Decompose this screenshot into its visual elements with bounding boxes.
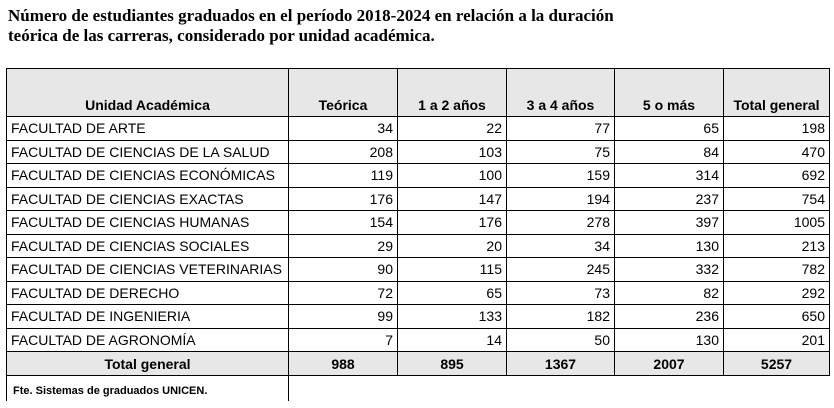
number-cell: 194: [506, 186, 615, 211]
total-cell: 2007: [614, 351, 724, 376]
number-cell: 397: [614, 210, 724, 235]
number-cell: 65: [614, 116, 724, 141]
number-cell: 332: [614, 257, 724, 282]
number-cell: 50: [506, 327, 615, 352]
number-cell: 7: [288, 327, 398, 352]
number-cell: 278: [506, 210, 615, 235]
unit-cell: FACULTAD DE CIENCIAS HUMANAS: [6, 210, 289, 235]
number-cell: 77: [506, 116, 615, 141]
number-cell: 130: [614, 327, 724, 352]
number-cell: 99: [288, 304, 398, 329]
number-cell: 213: [723, 233, 830, 258]
number-cell: 159: [506, 163, 615, 188]
number-cell: 147: [397, 186, 507, 211]
table-row: FACULTAD DE AGRONOMÍA 7 14 50 130 201: [6, 327, 830, 352]
table-row: FACULTAD DE DERECHO 72 65 73 82 292: [6, 280, 830, 305]
source-note: Fte. Sistemas de graduados UNICEN.: [6, 374, 289, 401]
unit-cell: FACULTAD DE CIENCIAS EXACTAS: [6, 186, 289, 211]
number-cell: 1005: [723, 210, 830, 235]
number-cell: 82: [614, 280, 724, 305]
number-cell: 72: [288, 280, 398, 305]
table-row: FACULTAD DE CIENCIAS VETERINARIAS 90 115 24…: [6, 257, 830, 282]
table: Unidad Académica Teórica 1 a 2 años 3 a 4 a…: [6, 68, 830, 376]
unit-cell: FACULTAD DE CIENCIAS VETERINARIAS: [6, 257, 289, 282]
number-cell: 176: [288, 186, 398, 211]
number-cell: 100: [397, 163, 507, 188]
number-cell: 130: [614, 233, 724, 258]
number-cell: 29: [288, 233, 398, 258]
unit-cell: FACULTAD DE INGENIERIA: [6, 304, 289, 329]
header-cell: Total general: [723, 68, 830, 117]
number-cell: 208: [288, 139, 398, 164]
title: Número de estudiantes graduados en el pe…: [8, 6, 614, 46]
table-row: FACULTAD DE INGENIERIA 99 133 182 236 650: [6, 304, 830, 329]
unit-cell: FACULTAD DE CIENCIAS SOCIALES: [6, 233, 289, 258]
number-cell: 115: [397, 257, 507, 282]
unit-cell: FACULTAD DE DERECHO: [6, 280, 289, 305]
number-cell: 314: [614, 163, 724, 188]
number-cell: 22: [397, 116, 507, 141]
number-cell: 34: [288, 116, 398, 141]
number-cell: 245: [506, 257, 615, 282]
table-body: FACULTAD DE ARTE 34 22 77 65 198 FACULTAD DE C…: [6, 116, 830, 352]
number-cell: 73: [506, 280, 615, 305]
total-cell: 988: [288, 351, 398, 376]
number-cell: 90: [288, 257, 398, 282]
number-cell: 198: [723, 116, 830, 141]
number-cell: 292: [723, 280, 830, 305]
table-row: FACULTAD DE CIENCIAS SOCIALES 29 20 34 130 21…: [6, 233, 830, 258]
table-row: FACULTAD DE CIENCIAS ECONÓMICAS 119 100 159…: [6, 163, 830, 188]
number-cell: 14: [397, 327, 507, 352]
header-cell: Unidad Académica: [6, 68, 289, 117]
table-row: FACULTAD DE CIENCIAS HUMANAS 154 176 278 397…: [6, 210, 830, 235]
table-row: FACULTAD DE CIENCIAS DE LA SALUD 208 103 75…: [6, 139, 830, 164]
unit-cell: FACULTAD DE ARTE: [6, 116, 289, 141]
number-cell: 84: [614, 139, 724, 164]
total-cell: 5257: [723, 351, 830, 376]
title-line: teórica de las carreras, considerado por…: [8, 26, 435, 45]
header-cell: 3 a 4 años: [506, 68, 615, 117]
number-cell: 754: [723, 186, 830, 211]
number-cell: 20: [397, 233, 507, 258]
title-line: Número de estudiantes graduados en el pe…: [8, 6, 614, 25]
number-cell: 176: [397, 210, 507, 235]
total-cell: 1367: [506, 351, 615, 376]
number-cell: 692: [723, 163, 830, 188]
number-cell: 237: [614, 186, 724, 211]
number-cell: 154: [288, 210, 398, 235]
number-cell: 782: [723, 257, 830, 282]
total-row: Total general 988 895 1367 2007 5257: [6, 351, 830, 376]
table-row: FACULTAD DE CIENCIAS EXACTAS 176 147 194 237…: [6, 186, 830, 211]
number-cell: 133: [397, 304, 507, 329]
total-cell: 895: [397, 351, 507, 376]
number-cell: 119: [288, 163, 398, 188]
header-row: Unidad Académica Teórica 1 a 2 años 3 a 4 a…: [6, 68, 830, 117]
number-cell: 650: [723, 304, 830, 329]
header-cell: 5 o más: [614, 68, 724, 117]
number-cell: 103: [397, 139, 507, 164]
number-cell: 34: [506, 233, 615, 258]
header-cell: Teórica: [288, 68, 398, 117]
number-cell: 201: [723, 327, 830, 352]
unit-cell: FACULTAD DE AGRONOMÍA: [6, 327, 289, 352]
unit-cell: FACULTAD DE CIENCIAS ECONÓMICAS: [6, 163, 289, 188]
table-row: FACULTAD DE ARTE 34 22 77 65 198: [6, 116, 830, 141]
number-cell: 470: [723, 139, 830, 164]
number-cell: 65: [397, 280, 507, 305]
number-cell: 182: [506, 304, 615, 329]
header-cell: 1 a 2 años: [397, 68, 507, 117]
total-label: Total general: [6, 351, 289, 376]
number-cell: 75: [506, 139, 615, 164]
unit-cell: FACULTAD DE CIENCIAS DE LA SALUD: [6, 139, 289, 164]
number-cell: 236: [614, 304, 724, 329]
